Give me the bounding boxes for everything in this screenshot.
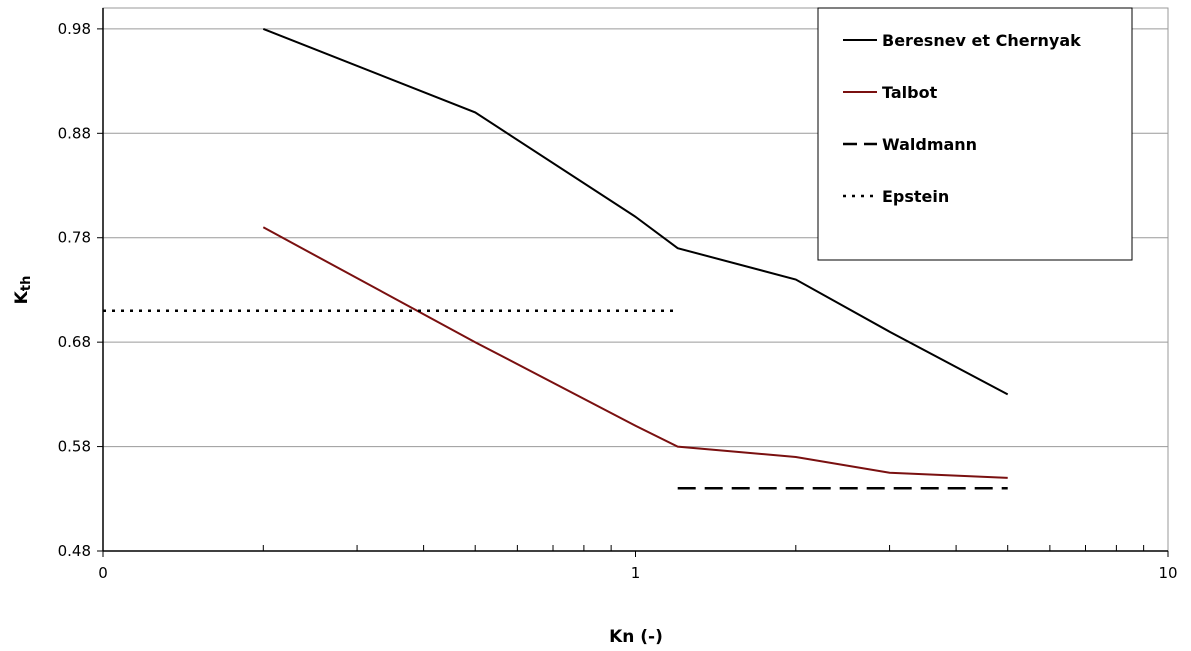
y-tick-label: 0.58 (58, 438, 91, 456)
x-axis-ticks: 0 1 10 (98, 545, 1178, 582)
y-axis-title: Kth (12, 276, 34, 305)
y-axis-ticks: 0.48 0.58 0.68 0.78 0.88 0.98 (58, 20, 103, 560)
series-line-1 (262, 27, 1009, 396)
legend-box (817, 7, 1133, 261)
legend-label-1: Beresnev et Chernyak (882, 31, 1081, 50)
legend-label-2: Talbot (882, 83, 938, 102)
x-tick-label: 10 (1158, 564, 1177, 582)
series-layer (103, 27, 1009, 490)
y-axis-title-main: K (12, 290, 32, 304)
y-tick-label: 0.68 (58, 333, 91, 351)
y-tick-label: 0.88 (58, 124, 91, 142)
x-tick-label: 1 (631, 564, 641, 582)
legend: Beresnev et Chernyak Talbot Waldmann Epstei… (817, 7, 1133, 261)
x-tick-label: 0 (98, 564, 108, 582)
y-tick-label: 0.98 (58, 20, 91, 38)
y-tick-label: 0.78 (58, 229, 91, 247)
legend-label-3: Waldmann (882, 135, 977, 154)
series-line-2 (262, 226, 1008, 479)
y-tick-label: 0.48 (58, 542, 91, 560)
legend-label-4: Epstein (882, 187, 949, 206)
x-axis-title: Kn (-) (609, 627, 663, 647)
y-axis-title-subscript: th (19, 276, 34, 291)
